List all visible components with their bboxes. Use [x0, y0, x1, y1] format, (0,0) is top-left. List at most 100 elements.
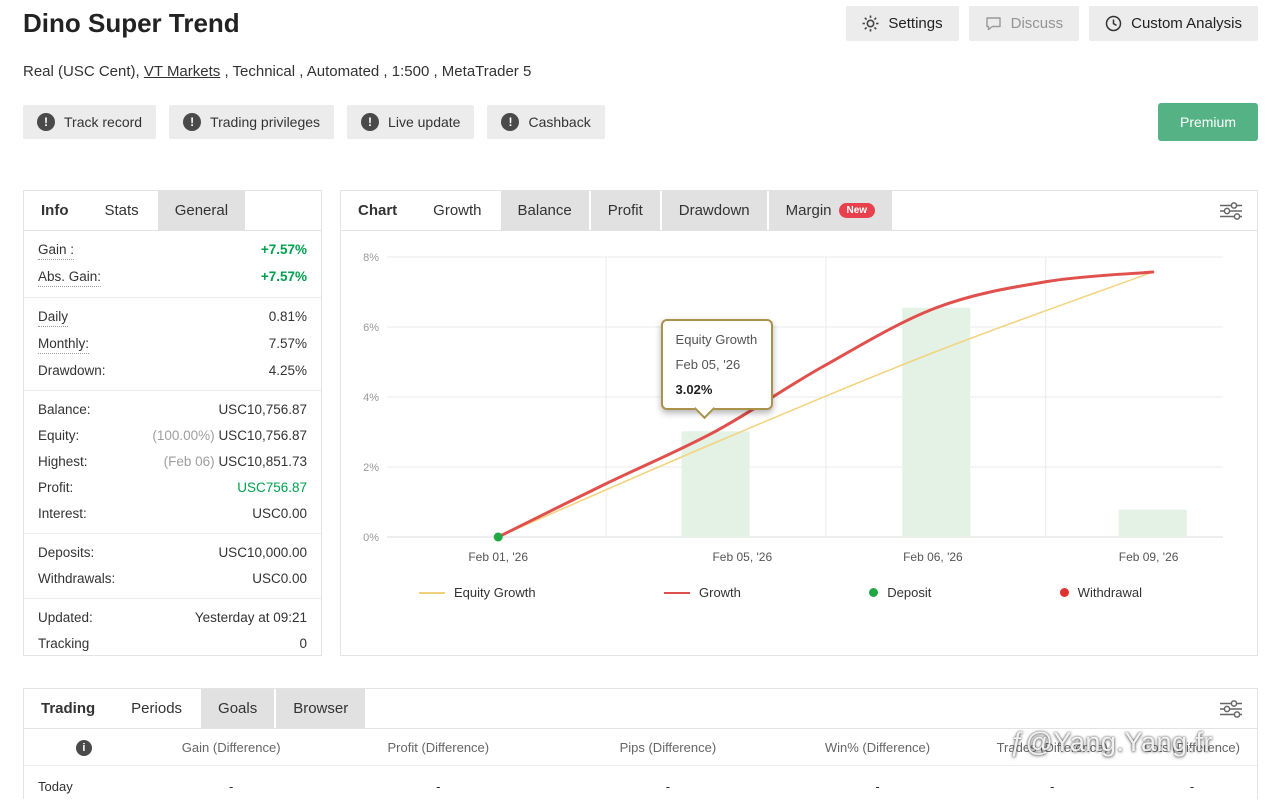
- tab-browser[interactable]: Browser: [276, 689, 368, 728]
- legend-item-growth[interactable]: Growth: [664, 585, 741, 600]
- stat-label[interactable]: Daily: [38, 308, 69, 327]
- stat-value-text: 0.81%: [268, 309, 307, 324]
- stat-value: 0.81%: [269, 308, 307, 327]
- svg-text:Feb 05, '26: Feb 05, '26: [712, 550, 772, 564]
- topbar: Dino Super Trend Settings Discuss: [23, 6, 1258, 41]
- period-label: Today: [24, 765, 144, 799]
- tab-profit[interactable]: Profit: [590, 191, 662, 230]
- tab-chart[interactable]: Chart: [341, 191, 417, 230]
- stat-label: Profit:: [38, 480, 74, 495]
- stat-label: Drawdown:: [38, 363, 106, 378]
- stats-row: Equity: (100.00%) USC10,756.87: [24, 423, 321, 449]
- stat-value-text: 4.25%: [268, 363, 307, 378]
- svg-text:Feb 01, '26: Feb 01, '26: [468, 550, 528, 564]
- stats-row: Withdrawals: USC0.00: [24, 566, 321, 592]
- tab-label: Growth: [433, 202, 482, 219]
- chart-area: Equity Growth Feb 05, '26 3.02% 0% 2% 4% 6%…: [351, 243, 1249, 575]
- chart-filter-icon[interactable]: [1219, 202, 1243, 220]
- stat-value-text: USC10,756.87: [218, 428, 307, 443]
- legend-item-deposit[interactable]: Deposit: [869, 585, 931, 600]
- subtitle-prefix: Real (USC Cent),: [23, 63, 144, 80]
- tab-label: Chart: [358, 202, 398, 219]
- column-header: Win% (Difference): [824, 740, 931, 755]
- tooltip-series: Equity Growth: [675, 332, 758, 348]
- legend-item-equity-growth[interactable]: Equity Growth: [419, 585, 536, 600]
- table-row: Today - - - - - -: [24, 765, 1257, 799]
- period-cell: -: [143, 765, 319, 799]
- stat-label: Highest:: [38, 454, 88, 469]
- tab-label: Info: [41, 202, 69, 219]
- tab-label: Profit: [607, 202, 643, 219]
- stat-value-text: 0: [299, 636, 307, 651]
- info-header-cell: i: [24, 729, 144, 766]
- legend-label: Withdrawal: [1077, 585, 1142, 600]
- equity-growth-line: [497, 271, 1154, 538]
- info-icon[interactable]: i: [75, 740, 92, 756]
- badge-trading-privileges[interactable]: ! Trading privileges: [169, 105, 335, 139]
- premium-button[interactable]: Premium: [1157, 103, 1258, 141]
- tab-goals[interactable]: Goals: [201, 689, 277, 728]
- settings-button[interactable]: Settings: [846, 6, 959, 41]
- tab-margin[interactable]: Margin New: [768, 191, 895, 230]
- tab-label: Stats: [104, 202, 139, 219]
- stat-label[interactable]: Abs. Gain:: [38, 268, 102, 287]
- stat-value: USC756.87: [237, 479, 307, 497]
- stat-value-prefix: (100.00%): [152, 428, 219, 443]
- periods-tabs: Trading Periods Goals Browser: [24, 689, 1257, 729]
- legend-label: Deposit: [887, 585, 932, 600]
- stat-label: Tracking: [38, 636, 90, 651]
- discuss-button[interactable]: Discuss: [968, 6, 1080, 41]
- stat-label: Updated:: [38, 610, 93, 625]
- tab-trading[interactable]: Trading: [24, 689, 115, 728]
- custom-analysis-button[interactable]: Custom Analysis: [1089, 6, 1258, 41]
- growth-chart[interactable]: 0% 2% 4% 6% 8% Feb 01, '26 Feb 05, '26 Feb 06, …: [351, 243, 1239, 575]
- broker-link[interactable]: VT Markets: [143, 63, 221, 80]
- stats-row: Highest: (Feb 06) USC10,851.73: [24, 449, 321, 475]
- tab-balance[interactable]: Balance: [500, 191, 591, 230]
- badge-track-record[interactable]: ! Track record: [23, 105, 157, 139]
- growth-line: [496, 270, 1155, 539]
- stat-label[interactable]: Monthly:: [38, 335, 90, 354]
- exclamation-icon: !: [501, 113, 520, 131]
- tab-info[interactable]: Info: [24, 191, 88, 230]
- tab-drawdown[interactable]: Drawdown: [661, 191, 769, 230]
- tab-periods[interactable]: Periods: [114, 689, 202, 728]
- stat-value: +7.57%: [261, 268, 307, 287]
- tab-general[interactable]: General: [157, 191, 248, 230]
- stat-label[interactable]: Gain :: [38, 241, 75, 260]
- tooltip-date: Feb 05, '26: [675, 357, 741, 373]
- column-header: Profit (Difference): [387, 740, 490, 755]
- chart-panel: Chart Growth Balance Profit Drawdown Margin Ne…: [340, 190, 1258, 656]
- badge-label: Live update: [388, 114, 461, 130]
- tab-label: Drawdown: [678, 202, 750, 219]
- legend-item-withdrawal[interactable]: Withdrawal: [1059, 585, 1142, 600]
- stat-value-text: 7.57%: [268, 336, 307, 351]
- badge-label: Track record: [64, 114, 143, 130]
- badge-live-update[interactable]: ! Live update: [347, 105, 475, 139]
- new-badge: New: [838, 203, 876, 218]
- stat-value-text: +7.57%: [260, 269, 307, 284]
- withdrawal-swatch: [1059, 588, 1069, 597]
- column-header: Lots (Difference): [1144, 740, 1240, 755]
- stats-row: Deposits: USC10,000.00: [24, 540, 321, 566]
- tab-stats[interactable]: Stats: [87, 191, 158, 230]
- stat-label: Withdrawals:: [38, 571, 116, 586]
- tab-label: Browser: [293, 700, 349, 717]
- account-subtitle: Real (USC Cent), VT Markets , Technical …: [23, 63, 531, 80]
- stat-value-text: +7.57%: [260, 242, 307, 257]
- stats-row: Updated: Yesterday at 09:21: [24, 605, 321, 631]
- svg-text:4%: 4%: [363, 392, 379, 404]
- period-cell: -: [1127, 765, 1257, 799]
- period-cell: -: [977, 765, 1128, 799]
- period-cell: -: [318, 765, 559, 799]
- column-header: Trades (Difference): [996, 740, 1108, 755]
- tab-growth[interactable]: Growth: [416, 191, 501, 230]
- badge-cashback[interactable]: ! Cashback: [487, 105, 605, 139]
- periods-filter-icon[interactable]: [1219, 700, 1243, 718]
- exclamation-icon: !: [183, 113, 202, 131]
- periods-panel: Trading Periods Goals Browser i Gain (Differ…: [23, 688, 1258, 799]
- column-header: Pips (Difference): [619, 740, 717, 755]
- stats-row: Gain : +7.57%: [24, 237, 321, 264]
- stats-group: Gain : +7.57% Abs. Gain: +7.57%: [24, 231, 321, 298]
- tab-label: Margin: [785, 202, 832, 219]
